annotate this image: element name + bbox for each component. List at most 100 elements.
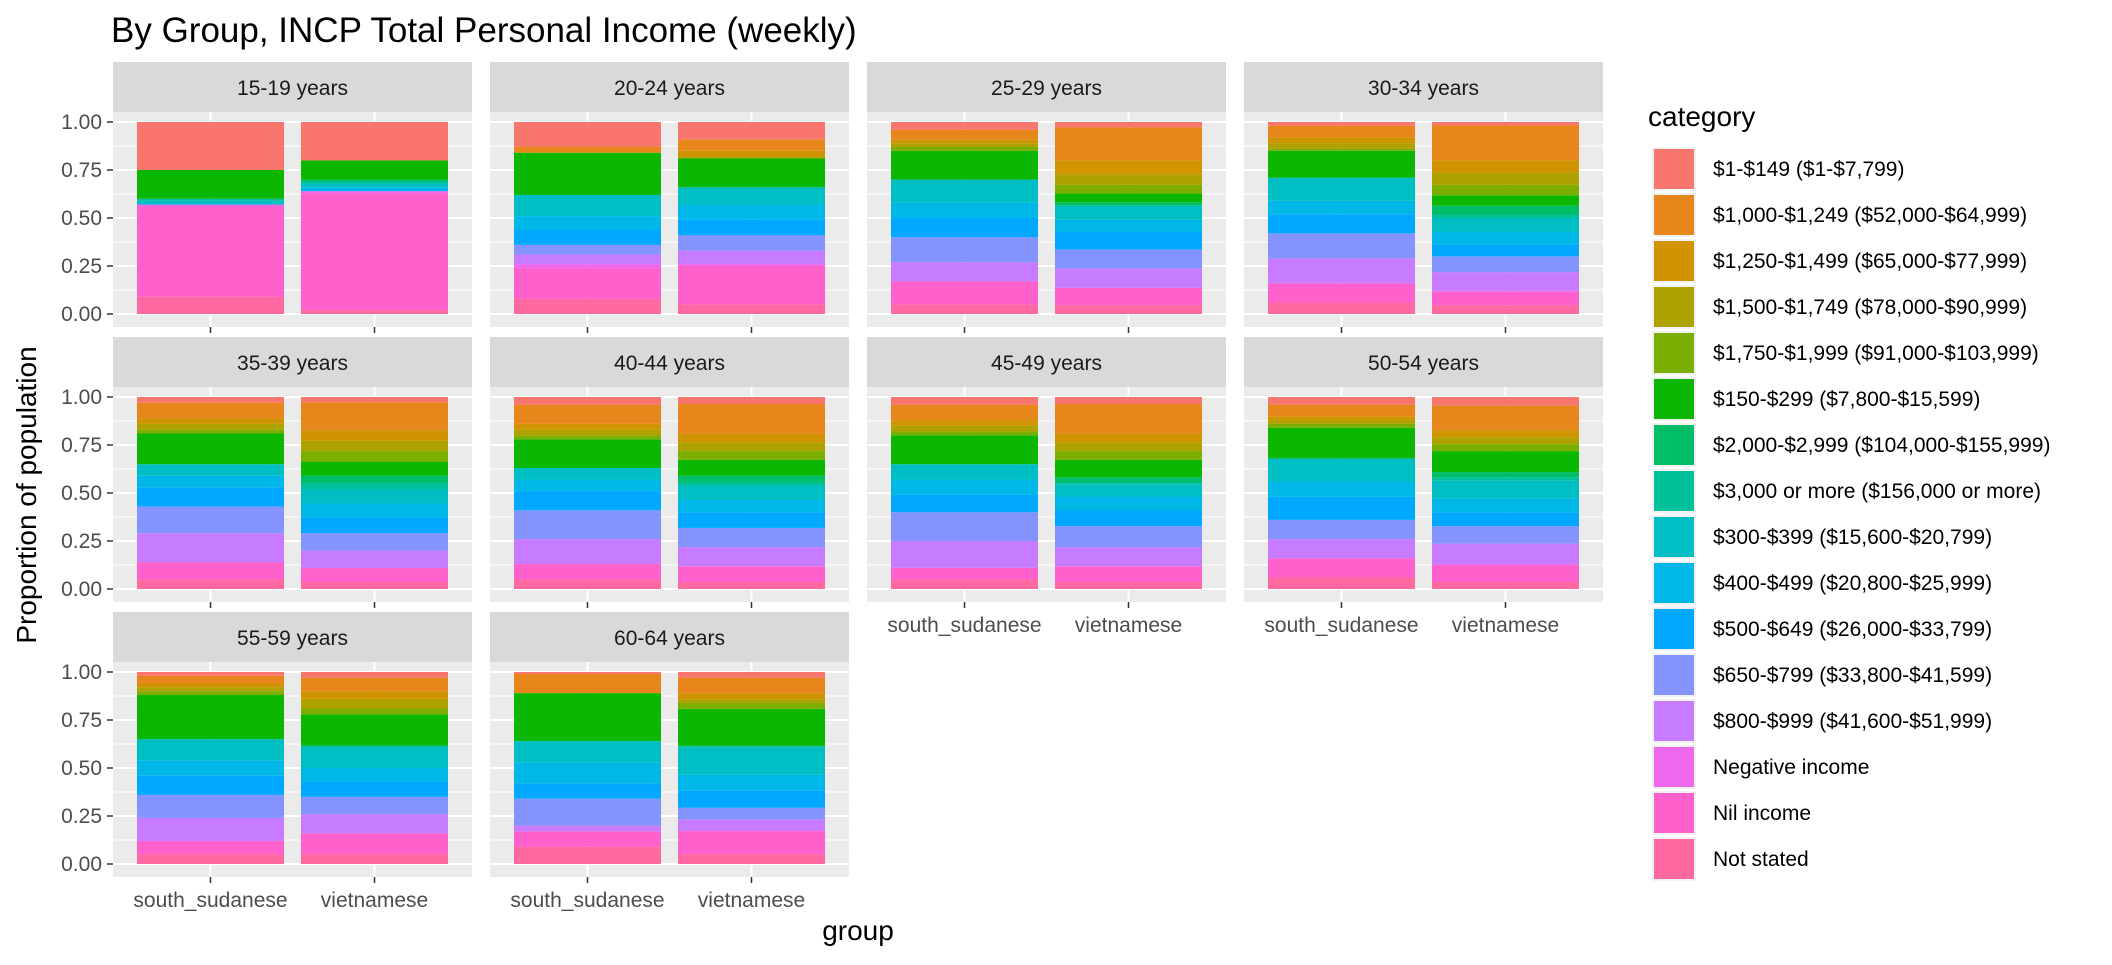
legend-swatch [1654,793,1694,833]
bar-segment [137,397,284,403]
bar-segment [137,487,284,507]
bar-segment [891,129,1038,140]
y-tick-label: 1.00 [61,661,102,684]
y-tick-label: 0.75 [61,434,102,457]
bar-segment [891,139,1038,144]
y-tick-label: 1.00 [61,386,102,409]
bar-segment [1268,283,1415,303]
bar-segment [678,499,825,513]
bar-segment [1432,272,1579,292]
bar-segment [137,562,284,580]
bar-segment [1055,160,1202,175]
bar-segment [1055,127,1202,161]
bar-segment [891,464,1038,480]
legend-item-label: Not stated [1713,848,1809,871]
bar-segment [891,479,1038,495]
y-tick-label: 0.75 [61,709,102,732]
y-tick-label: 0.00 [61,853,102,876]
y-tick-label: 0.50 [61,757,102,780]
facet-strip-label: 40-44 years [614,352,725,375]
legend-swatch [1654,287,1694,327]
legend-item-label: $1-$149 ($1-$7,799) [1713,158,1904,181]
bar-segment [678,264,825,266]
facet-panel: 35-39 years 0.00 0.25 0.50 0.75 1.00 [61,337,472,608]
x-tick-label: vietnamese [698,889,805,912]
legend-item-label: $500-$649 ($26,000-$33,799) [1713,618,1992,641]
bar-segment [301,193,448,311]
bar-segment [514,298,661,314]
x-tick-label: south_sudanese [1264,614,1418,637]
bar-segment [1268,150,1415,178]
bar-segment [514,741,661,763]
facet-strip [1244,62,1603,112]
bar-segment [891,122,1038,130]
bar-segment [1055,477,1202,483]
bar-segment [1432,160,1579,173]
bar-segment [678,250,825,265]
bar-segment [1268,416,1415,421]
bar-segment [514,510,661,540]
legend: category $1-$149 ($1-$7,799) $1,000-$1,24… [1648,101,2050,881]
legend-swatch [1654,195,1694,235]
bar-segment [891,262,1038,282]
facet-panel: 40-44 years [490,337,849,608]
bar-segment [678,819,825,832]
bar-segment [1055,249,1202,269]
bar-segment [1055,526,1202,548]
y-tick-label: 0.75 [61,159,102,182]
bar-segment [678,158,825,188]
bar-segment [891,281,1038,305]
bar-segment [137,204,284,207]
bar-segment [301,854,448,864]
bar-segment [301,568,448,583]
bar-segment [1055,459,1202,478]
bar-segment [1268,481,1415,497]
bar-segment [137,122,284,170]
bar-segment [1055,582,1202,589]
bar-segment [1432,397,1579,406]
bar-segment [678,831,825,855]
bar-segment [1432,122,1579,126]
bar-segment [678,156,825,159]
bar-segment [137,840,284,855]
facet-strip-label: 20-24 years [614,77,725,100]
bar-segment [678,745,825,748]
bar-segment [301,503,448,518]
facet-strip [490,62,849,112]
bar-segment [678,708,825,746]
legend-swatch [1654,609,1694,649]
bar-segment [514,122,661,147]
bar-segment [678,187,825,205]
bar-segment [678,433,825,443]
bar-segment [678,304,825,314]
bar-segment [1432,451,1579,473]
legend-swatch [1654,241,1694,281]
facet-strip-label: 30-34 years [1368,77,1479,100]
legend-item-label: $1,000-$1,249 ($52,000-$64,999) [1713,204,2027,227]
bar-segment [1432,477,1579,481]
bar-segment [1268,137,1415,144]
bar-segment [137,672,284,676]
bar-segment [137,675,284,684]
bar-segment [301,582,448,589]
bar-segment [1432,437,1579,445]
legend-item-label: Negative income [1713,756,1869,779]
bar-segment [301,744,448,747]
legend-swatch [1654,655,1694,695]
bar-segment [678,486,825,500]
bar-segment [891,397,1038,405]
bar-segment [1268,558,1415,578]
bar-segment [1055,451,1202,460]
bar-segment [514,267,661,299]
bar-segment [301,746,448,768]
bar-segment [678,150,825,157]
bar-segment [137,206,284,297]
facet-panel: 60-64 years south_sudanese vietnamese [490,612,849,912]
bar-segment [891,420,1038,426]
bar-segment [514,244,661,255]
bar-segment [301,122,448,161]
bar-segment [1432,195,1579,206]
bar-segment [678,807,825,820]
legend-item-label: $1,250-$1,499 ($65,000-$77,999) [1713,250,2027,273]
bar-segment [137,402,284,419]
